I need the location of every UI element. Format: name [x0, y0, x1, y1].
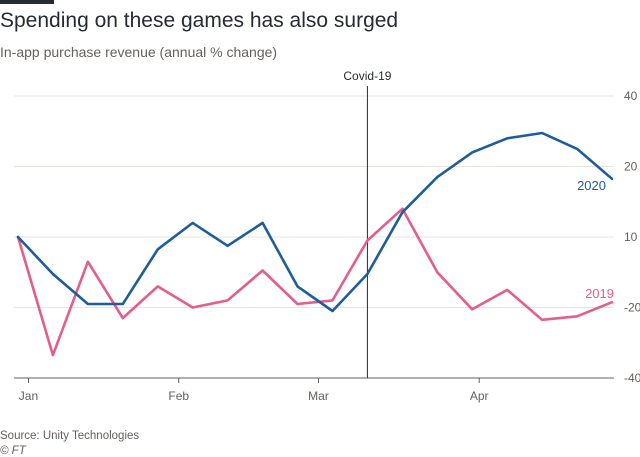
- ft-brand-bar: [0, 0, 54, 4]
- series-line-2020: [16, 131, 614, 313]
- x-tick-label: Mar: [308, 389, 329, 403]
- data-point-2020: [157, 248, 159, 250]
- data-point-2019: [261, 269, 263, 271]
- data-point-2019: [506, 289, 508, 291]
- ft-credit: © FT: [0, 445, 26, 457]
- data-point-2019: [87, 260, 89, 262]
- data-point-2019: [192, 306, 194, 308]
- data-point-2020: [52, 273, 54, 275]
- y-tick-label: 10: [624, 230, 638, 244]
- data-point-2019: [122, 317, 124, 319]
- data-point-2020: [331, 310, 333, 312]
- series-label-2020: 2020: [577, 178, 606, 193]
- y-axis-ticks: 40 20 10 -20 -40: [624, 89, 640, 385]
- data-point-2020: [226, 245, 228, 247]
- data-point-2020: [541, 132, 543, 134]
- data-point-2019: [576, 315, 578, 317]
- y-tick-label: -20: [624, 301, 640, 315]
- data-point-2020: [471, 151, 473, 153]
- gridlines: [14, 95, 614, 379]
- data-point-2019: [296, 303, 298, 305]
- data-point-2020: [192, 222, 194, 224]
- annotations: Covid-19: [343, 69, 392, 378]
- data-point-2019: [541, 319, 543, 321]
- y-tick-label: -40: [624, 371, 640, 385]
- data-point-2019: [226, 299, 228, 301]
- series-label-2019: 2019: [585, 286, 614, 301]
- data-point-2020: [261, 222, 263, 224]
- data-point-2019: [157, 285, 159, 287]
- chart-subtitle: In-app purchase revenue (annual % change…: [0, 44, 278, 60]
- series-lines: 2020 2019: [16, 131, 614, 357]
- y-tick-label: 40: [624, 89, 638, 103]
- data-point-2020: [17, 236, 19, 238]
- data-point-2020: [506, 137, 508, 139]
- y-tick-label: 20: [624, 160, 638, 174]
- data-point-2020: [87, 303, 89, 305]
- covid-marker-label: Covid-19: [343, 69, 391, 83]
- data-point-2019: [401, 208, 403, 210]
- source-note: Source: Unity Technologies: [0, 430, 140, 442]
- data-point-2020: [611, 178, 613, 180]
- series-line-2019: [16, 207, 614, 357]
- data-point-2020: [122, 303, 124, 305]
- data-point-2020: [436, 176, 438, 178]
- x-axis-ticks: Jan Feb Mar Apr: [19, 378, 489, 403]
- data-point-2019: [52, 354, 54, 356]
- data-point-2020: [401, 211, 403, 213]
- data-point-2019: [611, 301, 613, 303]
- data-point-2019: [471, 308, 473, 310]
- data-point-2020: [296, 285, 298, 287]
- x-tick-label: Feb: [168, 389, 189, 403]
- x-tick-label: Jan: [19, 389, 38, 403]
- data-point-2020: [576, 148, 578, 150]
- x-tick-label: Apr: [470, 389, 489, 403]
- chart-title: Spending on these games has also surged: [0, 9, 399, 32]
- data-point-2019: [331, 299, 333, 301]
- data-point-2020: [366, 273, 368, 275]
- data-point-2019: [436, 271, 438, 273]
- data-point-2019: [366, 239, 368, 241]
